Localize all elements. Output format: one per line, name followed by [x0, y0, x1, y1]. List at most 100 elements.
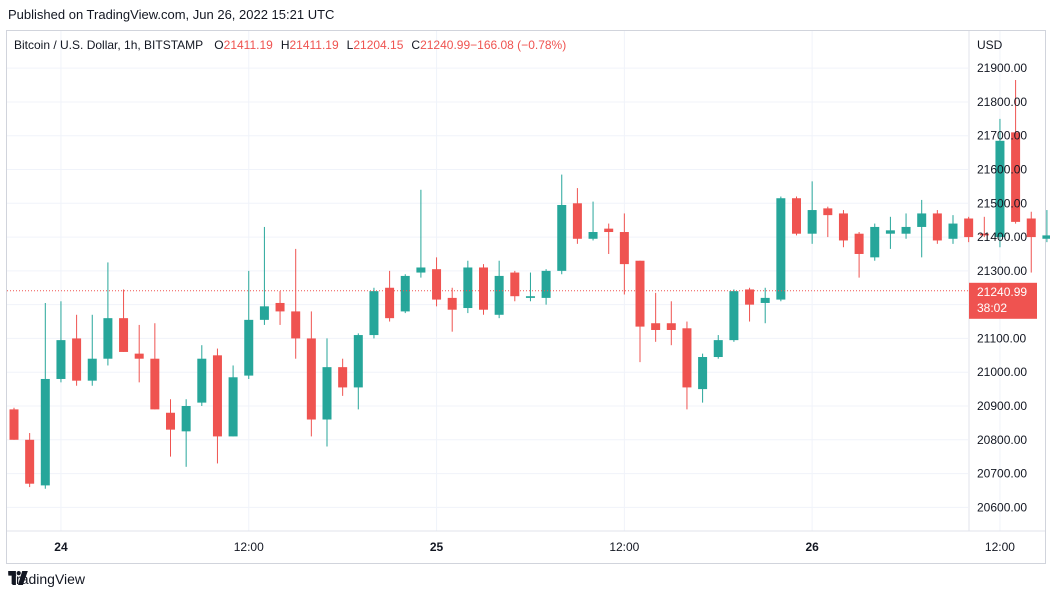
candles — [9, 79, 1050, 489]
ohlc-key-O: O — [214, 38, 223, 52]
last-price-badge — [969, 282, 1037, 319]
candle-body[interactable] — [103, 318, 113, 359]
candle-body[interactable] — [838, 213, 848, 241]
price-tick-label: 21600.00 — [977, 163, 1027, 177]
candle-body[interactable] — [745, 289, 755, 305]
candle-body[interactable] — [353, 335, 363, 388]
time-tick-label: 12:00 — [234, 540, 264, 554]
candle-body[interactable] — [792, 198, 801, 234]
candle-body[interactable] — [760, 297, 770, 303]
ohlc-value-L: 21204.15 — [353, 38, 403, 52]
symbol-name: Bitcoin / U.S. Dollar, 1h, BITSTAMP — [14, 38, 203, 52]
candle-body[interactable] — [932, 213, 942, 241]
candle-body[interactable] — [259, 306, 269, 320]
tradingview-logo-icon — [8, 571, 28, 585]
time-tick-label: 12:00 — [985, 540, 1015, 554]
price-tick-label: 20700.00 — [977, 467, 1027, 481]
grid-lines — [7, 31, 1001, 531]
candle-body[interactable] — [416, 267, 426, 273]
candle-body[interactable] — [729, 291, 739, 341]
candle-body[interactable] — [964, 218, 974, 238]
candle-body[interactable] — [885, 230, 895, 234]
candle-body[interactable] — [541, 270, 551, 298]
price-tick-label: 21700.00 — [977, 129, 1027, 143]
candle-body[interactable] — [432, 269, 442, 300]
candle-body[interactable] — [995, 140, 1005, 238]
candle-body[interactable] — [275, 302, 285, 312]
candle-body[interactable] — [56, 340, 66, 379]
ohlc-key-C: C — [411, 38, 420, 52]
candle-body[interactable] — [369, 291, 379, 336]
candle-body[interactable] — [447, 297, 457, 310]
candle-body[interactable] — [212, 355, 222, 437]
chart-frame — [6, 30, 1046, 564]
candle-body[interactable] — [917, 213, 927, 227]
candle-body[interactable] — [870, 226, 880, 258]
candle-body[interactable] — [150, 358, 160, 410]
symbol-legend: Bitcoin / U.S. Dollar, 1h, BITSTAMP O214… — [14, 38, 566, 52]
ohlc-value-C: 21240.99 — [420, 38, 470, 52]
candle-body[interactable] — [619, 232, 629, 265]
ohlc-value-change: −166.08 (−0.78%) — [470, 38, 566, 52]
time-tick-label: 26 — [805, 540, 819, 554]
candle-body[interactable] — [400, 275, 410, 312]
candle-body[interactable] — [87, 358, 97, 381]
candle-body[interactable] — [510, 272, 520, 297]
candle-body[interactable] — [166, 412, 175, 430]
candle-body[interactable] — [9, 409, 19, 440]
candle-body[interactable] — [40, 378, 50, 486]
ohlc-value-H: 21411.19 — [289, 38, 338, 52]
candle-body[interactable] — [291, 311, 301, 339]
candle-body[interactable] — [854, 233, 864, 254]
candle-body[interactable] — [572, 203, 582, 239]
price-tick-label: 21000.00 — [977, 365, 1027, 379]
candle-body[interactable] — [463, 267, 473, 309]
candle-body[interactable] — [134, 353, 144, 359]
candle-body[interactable] — [776, 198, 786, 300]
candle-body[interactable] — [306, 338, 316, 420]
candle-body[interactable] — [244, 319, 254, 376]
price-tick-label: 21900.00 — [977, 61, 1027, 75]
candle-body[interactable] — [1026, 218, 1036, 238]
candle-body[interactable] — [385, 287, 395, 319]
candle-body[interactable] — [479, 267, 488, 310]
candle-body[interactable] — [494, 275, 504, 315]
candle-body[interactable] — [635, 260, 645, 327]
price-tick-label: 21500.00 — [977, 196, 1027, 210]
candle-body[interactable] — [1042, 235, 1050, 239]
candle-body[interactable] — [25, 439, 35, 484]
candle-body[interactable] — [651, 323, 661, 330]
time-axis: 24 12:00 25 12:00 26 12:00 — [54, 540, 1015, 554]
candle-body[interactable] — [948, 223, 958, 239]
candle-body[interactable] — [338, 367, 348, 388]
candle-body[interactable] — [1011, 132, 1021, 222]
candle-body[interactable] — [197, 358, 207, 403]
candle-body[interactable] — [713, 340, 723, 358]
candle-body[interactable] — [322, 367, 332, 420]
candle-body[interactable] — [525, 296, 535, 298]
candle-body[interactable] — [666, 323, 676, 330]
candle-body[interactable] — [604, 228, 614, 233]
candle-body[interactable] — [557, 204, 567, 271]
candle-body[interactable] — [119, 318, 129, 352]
price-tick-label: 20800.00 — [977, 433, 1027, 447]
candle-body[interactable] — [181, 406, 191, 432]
candle-body[interactable] — [807, 210, 817, 234]
candle-body[interactable] — [72, 338, 82, 381]
last-price-value: 21240.99 — [977, 285, 1027, 299]
candle-body[interactable] — [682, 328, 692, 388]
candle-body[interactable] — [901, 226, 911, 234]
candle-body[interactable] — [228, 377, 238, 437]
candle-body[interactable] — [698, 357, 708, 390]
candle-body[interactable] — [823, 208, 833, 216]
price-tick-label: 21400.00 — [977, 230, 1027, 244]
candle-body[interactable] — [979, 233, 989, 236]
candle-body[interactable] — [588, 232, 598, 239]
price-tick-label: 21100.00 — [977, 331, 1026, 345]
ohlc-key-H: H — [281, 38, 290, 52]
tradingview-branding[interactable]: TradingView — [8, 571, 85, 587]
countdown-value: 38:02 — [977, 301, 1007, 315]
ohlc-value-O: 21411.19 — [224, 38, 273, 52]
price-tick-label: 20600.00 — [977, 500, 1027, 514]
